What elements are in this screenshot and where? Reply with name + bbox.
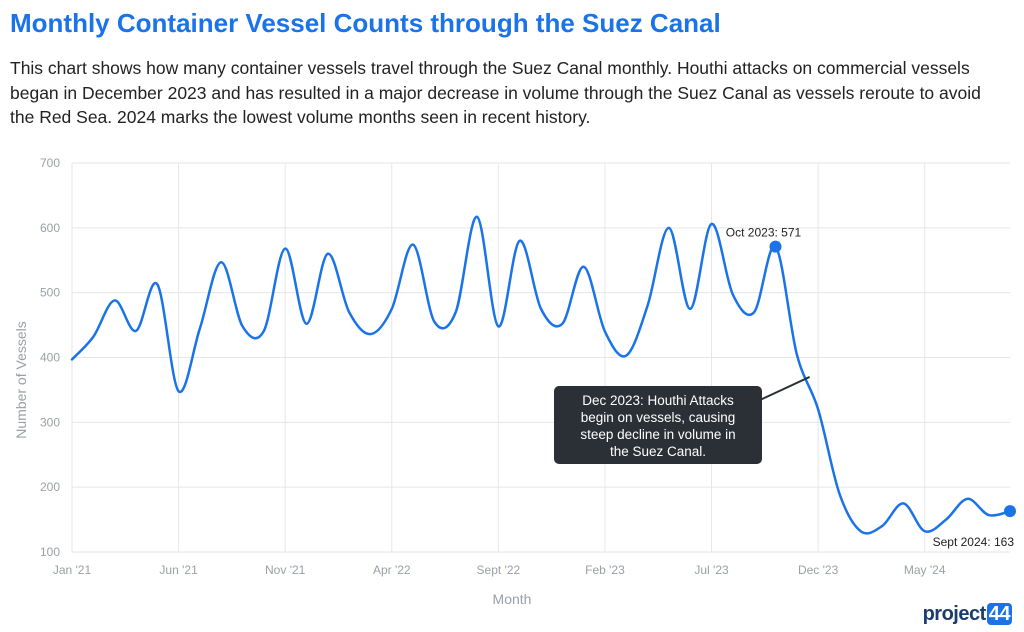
annotation-point [769,240,782,253]
x-tick-label: Jun '21 [159,563,198,577]
y-tick-label: 700 [40,156,60,170]
annotation-label: Sept 2024: 163 [933,535,1015,549]
callout-leader-line [759,376,811,401]
x-tick-label: Dec '23 [798,563,839,577]
y-tick-label: 400 [40,351,60,365]
callout-line: begin on vessels, causing [581,410,736,425]
x-tick-label: Apr '22 [373,563,411,577]
y-tick-label: 500 [40,286,60,300]
y-tick-label: 600 [40,221,60,235]
callout-line: steep decline in volume in [580,427,735,442]
y-tick-label: 300 [40,415,60,429]
logo-number: 44 [986,603,1012,625]
chart-subtitle: This chart shows how many container vess… [10,58,981,127]
logo-text: project [922,603,987,625]
y-tick-label: 200 [40,480,60,494]
series-line [70,215,1012,535]
chart-title: Monthly Container Vessel Counts through … [10,8,721,38]
y-axis-label: Number of Vessels [13,321,29,439]
x-tick-label: Feb '23 [585,563,625,577]
callout-line: Dec 2023: Houthi Attacks [582,393,734,408]
callout-line: the Suez Canal. [610,444,706,459]
x-tick-label: Jan '21 [53,563,92,577]
y-tick-label: 100 [40,545,60,559]
project44-logo: project 44 [923,603,1012,626]
annotation-label: Oct 2023: 571 [726,226,802,240]
x-tick-label: Sept '22 [477,563,521,577]
y-axis-ticks: 100 200 300 400 500 600 700 [40,156,60,559]
x-axis-ticks: Jan '21 Jun '21 Nov '21 Apr '22 Sept '22 Feb … [53,563,946,577]
callout-box [554,386,762,464]
x-tick-label: Nov '21 [265,563,306,577]
callout-text: Dec 2023: Houthi Attacks begin on vessels… [580,393,735,459]
x-tick-label: Jul '23 [694,563,729,577]
x-axis-label: Month [493,591,532,607]
annotation-point [1004,505,1016,518]
gridlines [71,162,1010,553]
annotation-markers: Oct 2023: 571 Sept 2024: 163 [726,226,1016,549]
x-tick-label: May '24 [904,563,946,577]
